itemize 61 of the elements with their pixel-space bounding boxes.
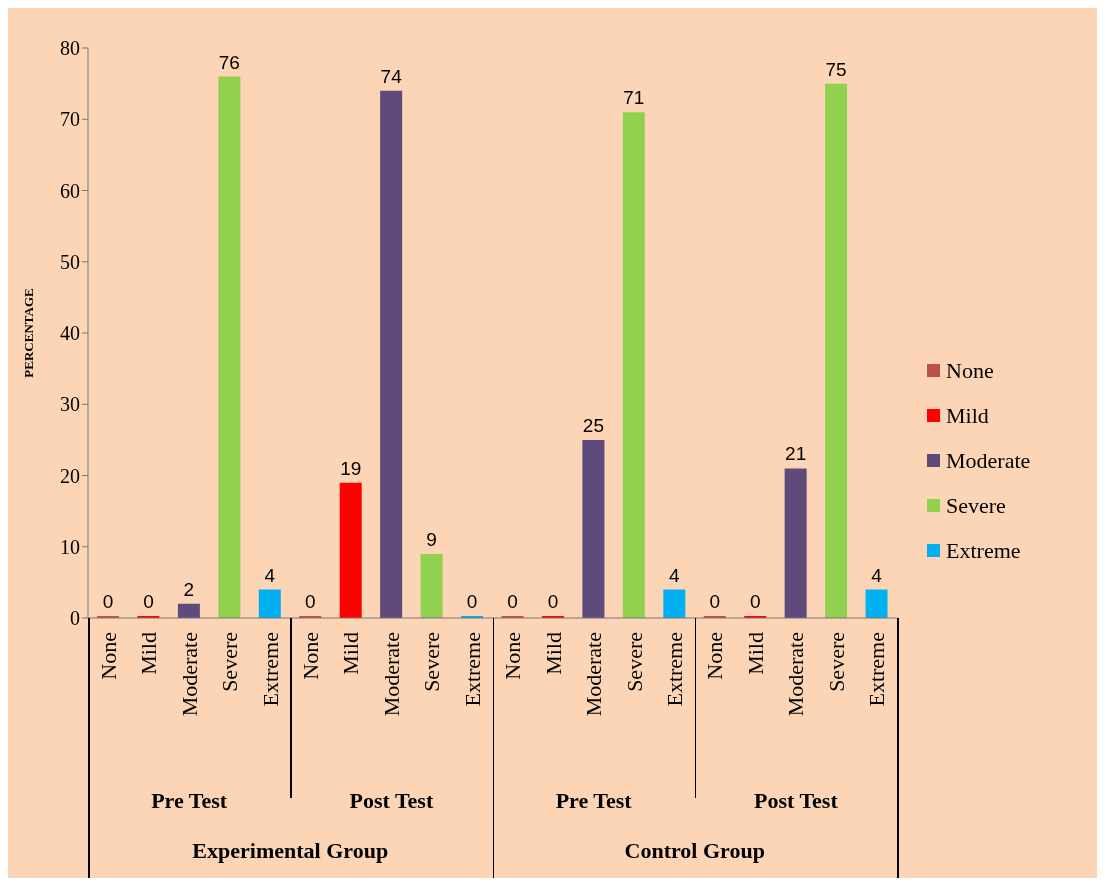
x-tick-label: Moderate (783, 632, 809, 717)
x-tick-label: None (297, 632, 323, 680)
x-tick-label: Extreme (662, 632, 688, 707)
x-tick-label: Severe (823, 632, 849, 692)
legend-label: Extreme (946, 537, 1021, 564)
data-label: 0 (507, 591, 518, 612)
data-label: 19 (340, 457, 362, 479)
data-label: 0 (749, 591, 761, 612)
y-tick-label: 60 (60, 179, 80, 202)
y-axis-title: PERCENTAGE (20, 288, 36, 378)
legend-label: Mild (946, 402, 989, 429)
x-tick-label: Extreme (864, 632, 890, 707)
data-label: 4 (669, 564, 681, 586)
y-tick-label: 30 (60, 393, 80, 416)
data-label: 0 (466, 591, 478, 612)
y-tick-label: 0 (70, 607, 80, 630)
x-tick-label: Severe (419, 632, 445, 692)
y-tick-label: 40 (60, 322, 80, 345)
x-tick-label: Moderate (378, 632, 404, 717)
x-tick-label: Severe (621, 632, 647, 692)
legend-label: None (946, 357, 994, 384)
x-tick-label: Mild (338, 632, 364, 675)
y-tick-label: 50 (60, 250, 80, 273)
text: Experimental Group (191, 838, 390, 864)
data-label: 2 (183, 578, 195, 600)
x-tick-label: Extreme (257, 632, 283, 707)
data-label: 25 (582, 414, 604, 436)
x-tick-label: Mild (540, 632, 566, 675)
data-label: 21 (785, 443, 807, 465)
y-tick-label: 20 (60, 464, 80, 487)
text: Pre Test (150, 788, 229, 814)
data-label: 76 (218, 51, 240, 73)
text: Control Group (623, 838, 766, 864)
data-label: 4 (264, 564, 276, 586)
x-tick-label: None (95, 632, 121, 680)
data-label: 4 (871, 564, 883, 586)
text: Post Test (348, 788, 435, 814)
x-tick-label: Mild (742, 632, 768, 675)
x-tick-label: Severe (217, 632, 243, 692)
data-label: 0 (709, 591, 721, 612)
data-label: 71 (623, 87, 645, 109)
data-label: 75 (825, 58, 847, 80)
data-label: 74 (380, 65, 403, 87)
data-label: 9 (426, 528, 437, 550)
x-tick-label: Moderate (581, 632, 607, 717)
x-tick-label: Extreme (459, 632, 485, 707)
y-tick-label: 70 (60, 108, 80, 131)
text: Pre Test (554, 788, 633, 814)
data-label: 0 (547, 591, 559, 612)
x-tick-label: Mild (136, 632, 162, 675)
y-tick-label: 10 (60, 535, 80, 558)
x-tick-label: None (500, 632, 526, 680)
data-label: 0 (304, 591, 316, 612)
legend-label: Severe (946, 492, 1006, 519)
y-tick-label: 80 (60, 37, 80, 60)
x-tick-label: None (702, 632, 728, 680)
text: Post Test (753, 788, 839, 814)
x-tick-label: Moderate (176, 632, 202, 717)
data-label: 0 (143, 591, 154, 612)
legend-label: Moderate (946, 447, 1031, 474)
data-label: 0 (102, 591, 114, 612)
